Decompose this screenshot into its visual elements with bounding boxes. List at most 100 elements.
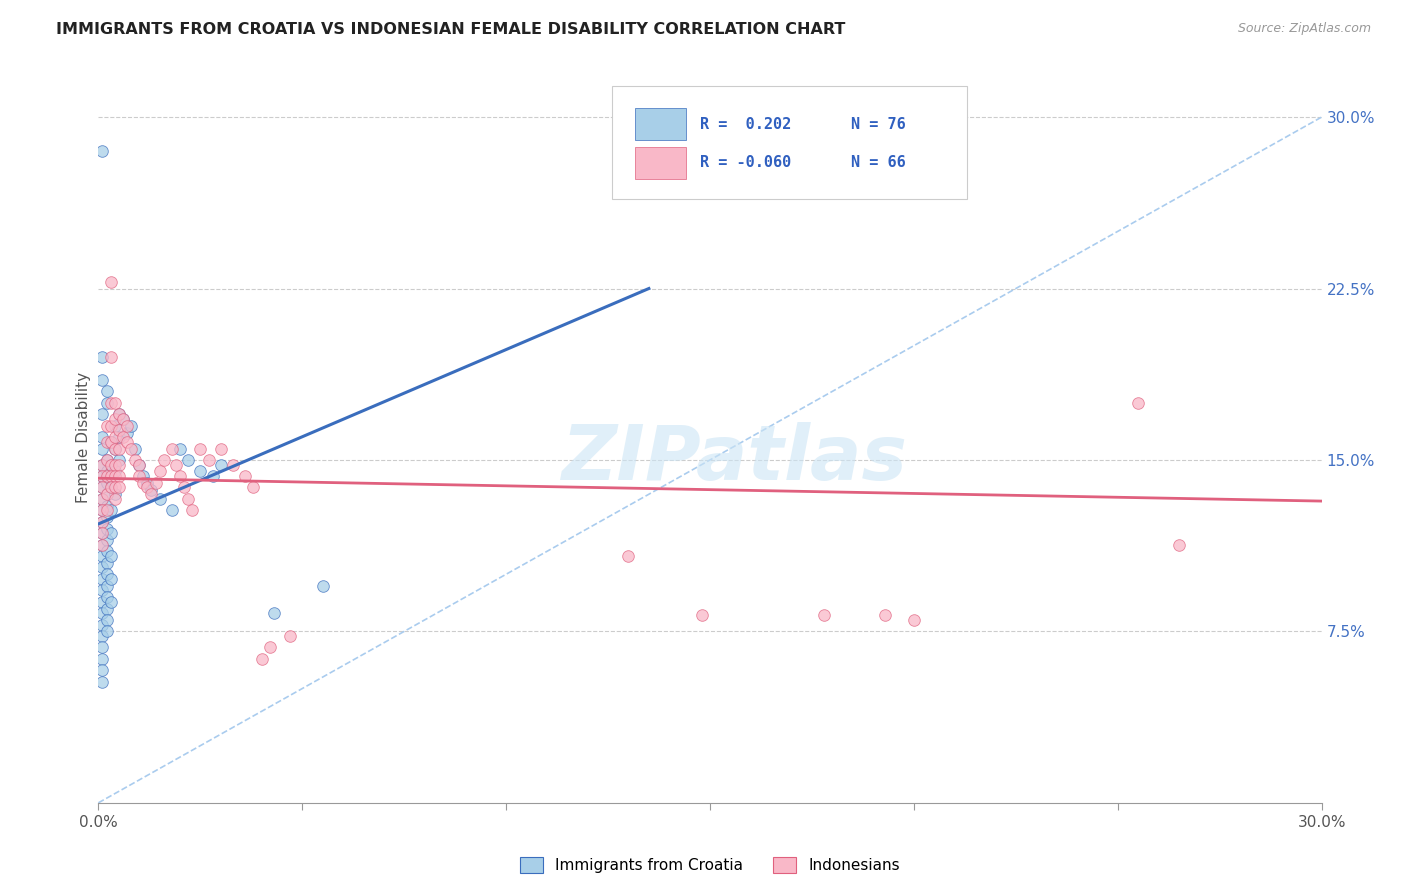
Point <box>91 469 114 483</box>
Point <box>96 453 118 467</box>
Point <box>128 469 150 483</box>
Point <box>132 469 155 483</box>
Point <box>278 629 301 643</box>
Point <box>108 442 131 456</box>
FancyBboxPatch shape <box>612 86 967 200</box>
Point <box>177 491 200 506</box>
Point <box>115 425 138 440</box>
Point <box>96 556 118 570</box>
Point <box>104 480 127 494</box>
Point <box>91 652 114 666</box>
Point <box>91 526 114 541</box>
Point <box>96 613 118 627</box>
Point <box>115 434 138 449</box>
Point <box>104 464 127 478</box>
Point <box>201 469 224 483</box>
Point <box>136 480 159 494</box>
Point <box>91 572 114 586</box>
Point <box>209 458 232 472</box>
Point <box>96 544 118 558</box>
Point <box>96 503 118 517</box>
Point <box>145 475 167 490</box>
Point <box>100 434 122 449</box>
Point <box>100 572 122 586</box>
Point <box>96 521 118 535</box>
Point <box>91 350 114 364</box>
Point <box>96 590 118 604</box>
Point <box>91 491 114 506</box>
Point <box>108 453 131 467</box>
Point <box>169 469 191 483</box>
Point <box>91 640 114 655</box>
Point <box>169 442 191 456</box>
Point <box>96 601 118 615</box>
Point <box>128 458 150 472</box>
Point <box>222 458 245 472</box>
Point <box>181 503 204 517</box>
Point <box>91 629 114 643</box>
Point <box>690 608 713 623</box>
Point <box>91 503 114 517</box>
Point <box>108 480 131 494</box>
Point <box>903 613 925 627</box>
Point <box>100 480 122 494</box>
Point <box>91 537 114 551</box>
Point <box>91 583 114 598</box>
Point <box>96 384 118 399</box>
Point <box>91 373 114 387</box>
Point <box>104 430 127 444</box>
Point <box>188 464 212 478</box>
Point <box>120 442 142 456</box>
Point <box>91 617 114 632</box>
Point <box>149 491 172 506</box>
Text: N = 76: N = 76 <box>851 117 905 131</box>
Point <box>96 487 118 501</box>
Point <box>233 469 256 483</box>
Text: N = 66: N = 66 <box>851 155 905 170</box>
Point <box>152 453 174 467</box>
Point <box>91 430 114 444</box>
Point <box>91 480 114 494</box>
Point <box>312 579 335 593</box>
Point <box>177 453 200 467</box>
Point <box>91 663 114 677</box>
Point <box>91 606 114 620</box>
Point <box>128 458 150 472</box>
Point <box>100 594 122 608</box>
Point <box>173 480 195 494</box>
Point <box>104 458 127 472</box>
Point <box>124 442 146 456</box>
Point <box>1128 396 1150 410</box>
Point <box>104 491 127 506</box>
FancyBboxPatch shape <box>636 108 686 140</box>
Point <box>875 608 897 623</box>
Point <box>108 430 131 444</box>
Point <box>91 594 114 608</box>
Point <box>141 487 163 501</box>
Point <box>104 487 127 501</box>
Point <box>96 567 118 582</box>
Point <box>96 464 118 478</box>
Point <box>813 608 835 623</box>
Point <box>100 350 122 364</box>
Point <box>197 453 219 467</box>
Text: R =  0.202: R = 0.202 <box>700 117 792 131</box>
Point <box>120 418 142 433</box>
Point <box>250 652 273 666</box>
Point <box>96 499 118 513</box>
Point <box>96 469 118 483</box>
Point <box>96 434 118 449</box>
Point <box>124 453 146 467</box>
Point <box>100 526 122 541</box>
Point <box>91 145 114 159</box>
Point <box>209 442 232 456</box>
Point <box>91 491 114 506</box>
Point <box>160 442 183 456</box>
Point <box>160 503 183 517</box>
Point <box>91 469 114 483</box>
Point <box>115 418 138 433</box>
Point <box>91 560 114 574</box>
Point <box>104 469 127 483</box>
Point <box>165 458 187 472</box>
Point <box>91 515 114 529</box>
